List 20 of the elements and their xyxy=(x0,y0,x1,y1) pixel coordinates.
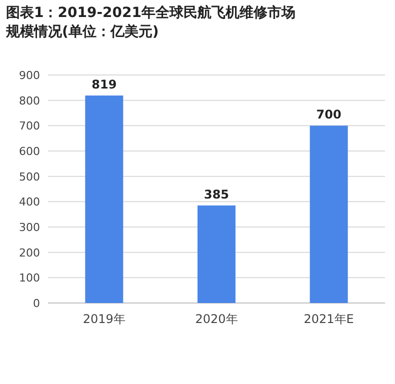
bar xyxy=(85,96,124,303)
y-tick-label: 800 xyxy=(19,94,40,108)
data-label: 819 xyxy=(92,78,117,92)
y-tick-label: 100 xyxy=(19,272,40,285)
y-tick-label: 400 xyxy=(19,196,40,209)
y-tick-label: 500 xyxy=(19,170,40,184)
y-tick-label: 900 xyxy=(19,69,40,82)
x-tick-label: 2019年 xyxy=(82,312,126,326)
data-label: 385 xyxy=(204,187,230,202)
bar xyxy=(198,205,236,303)
y-tick-label: 600 xyxy=(19,145,40,158)
chart-title: 图表1：2019-2021年全球民航飞机维修市场规模情况(单位：亿美元) xyxy=(6,4,296,42)
y-tick-label: 0 xyxy=(33,297,40,310)
data-label: 700 xyxy=(316,108,342,122)
y-tick-label: 200 xyxy=(19,246,40,260)
y-tick-label: 700 xyxy=(19,120,40,133)
y-tick-label: 300 xyxy=(19,221,40,234)
x-tick-label: 2021年E xyxy=(304,312,354,326)
x-tick-label: 2020年 xyxy=(195,312,238,326)
bar xyxy=(310,126,348,303)
